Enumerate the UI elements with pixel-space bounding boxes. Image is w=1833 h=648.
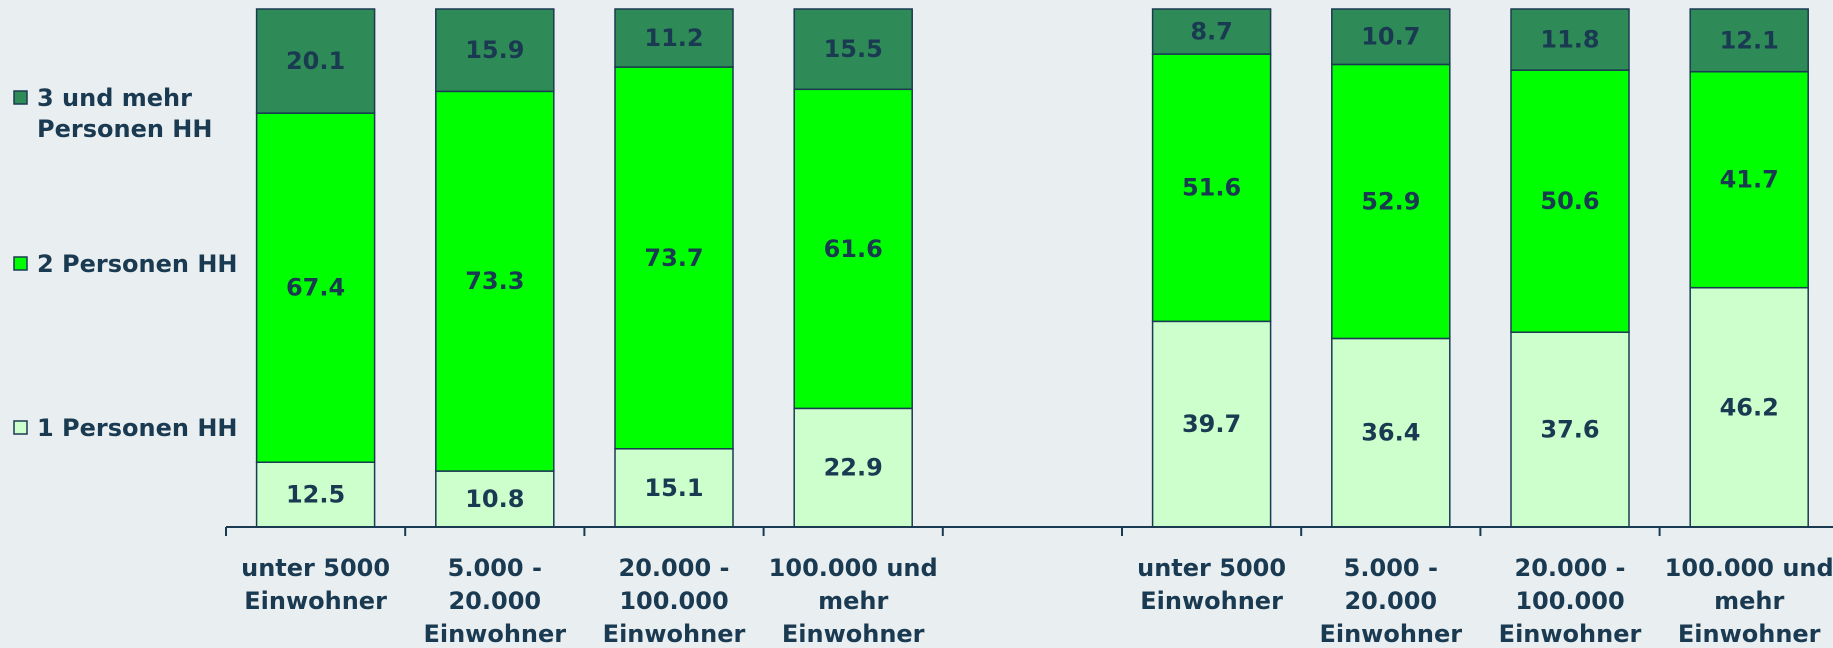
bar-segment xyxy=(793,407,913,528)
x-tick-label: 100.000 und xyxy=(769,554,938,582)
bar-segment xyxy=(435,8,555,93)
legend-swatch xyxy=(13,256,28,271)
data-label: 15.5 xyxy=(824,35,883,63)
data-label: 12.5 xyxy=(286,481,345,509)
x-tick-label: mehr xyxy=(1714,587,1784,615)
bar-segment xyxy=(1151,320,1272,528)
x-axis: unter 5000 Einwohner 5.000 - 20.000 Einwohne… xyxy=(225,526,1833,648)
data-label: 12.1 xyxy=(1720,26,1779,54)
x-tick-label: 5.000 - xyxy=(1344,554,1438,582)
data-label: 10.8 xyxy=(465,485,524,513)
legend-swatch xyxy=(13,420,28,435)
data-label: 15.1 xyxy=(644,474,703,502)
bar-segment xyxy=(1331,337,1451,528)
legend-label: Personen HH xyxy=(37,115,212,143)
data-label: 20.1 xyxy=(286,47,345,75)
legend-label: 3 und mehr xyxy=(37,84,192,112)
bar-segment xyxy=(1510,8,1630,71)
bars-group: 12.5 67.4 20.1 10.8 73.3 15.9 15.1 73.7 11.2 22.9… xyxy=(255,8,1809,528)
bar-segment xyxy=(614,8,734,68)
x-tick-label: Einwohner xyxy=(603,620,746,648)
data-label: 41.7 xyxy=(1720,166,1779,194)
bar-segment xyxy=(1689,8,1809,73)
data-label: 61.6 xyxy=(824,235,883,263)
legend-label: 2 Personen HH xyxy=(37,250,238,278)
x-tick-label: 20.000 xyxy=(448,587,541,615)
bar-segment xyxy=(793,8,913,91)
x-tick-label: Einwohner xyxy=(423,620,566,648)
data-label: 67.4 xyxy=(286,274,345,302)
data-label: 39.7 xyxy=(1182,410,1241,438)
bar-segment xyxy=(435,90,555,472)
bar-segment xyxy=(614,66,734,450)
bar-segment xyxy=(1689,70,1809,289)
x-tick-label: 5.000 - xyxy=(448,554,542,582)
x-tick-label: Einwohner xyxy=(244,587,387,615)
data-label: 36.4 xyxy=(1361,419,1420,447)
data-label: 46.2 xyxy=(1720,393,1779,421)
x-tick-label: Einwohner xyxy=(1499,620,1642,648)
bar-segment xyxy=(1510,69,1630,333)
data-label: 52.9 xyxy=(1361,187,1420,215)
x-tick-label: mehr xyxy=(818,587,888,615)
bar-segment xyxy=(255,8,376,114)
data-label: 11.8 xyxy=(1540,26,1599,54)
data-label: 11.2 xyxy=(644,24,703,52)
x-tick-label: 100.000 xyxy=(1515,587,1624,615)
data-label: 8.7 xyxy=(1190,18,1233,46)
data-label: 37.6 xyxy=(1540,416,1599,444)
bar-segment xyxy=(255,112,376,463)
x-tick-label: Einwohner xyxy=(1140,587,1283,615)
x-tick-label: unter 5000 xyxy=(241,554,390,582)
x-tick-label: 20.000 xyxy=(1344,587,1437,615)
bar-segment xyxy=(1331,8,1451,66)
x-tick-label: 20.000 - xyxy=(619,554,730,582)
bar-segment xyxy=(1331,63,1451,340)
data-label: 73.7 xyxy=(644,244,703,272)
bar-segment xyxy=(1151,8,1272,55)
data-label: 15.9 xyxy=(465,36,524,64)
x-tick-label: 100.000 und xyxy=(1665,554,1833,582)
x-tick-label: unter 5000 xyxy=(1137,554,1286,582)
x-tick-label: 100.000 xyxy=(619,587,728,615)
data-label: 50.6 xyxy=(1540,187,1599,215)
x-tick-label: Einwohner xyxy=(1319,620,1462,648)
bar-segment xyxy=(1510,331,1630,528)
data-label: 22.9 xyxy=(824,454,883,482)
data-label: 10.7 xyxy=(1361,23,1420,51)
bar-segment xyxy=(435,470,555,528)
bar-segment xyxy=(793,88,913,410)
data-label: 51.6 xyxy=(1182,174,1241,202)
legend: 3 und mehr Personen HH 2 Personen HH 1 Pers… xyxy=(13,84,238,442)
data-label: 73.3 xyxy=(465,267,524,295)
x-tick-label: Einwohner xyxy=(782,620,925,648)
x-tick-label: Einwohner xyxy=(1678,620,1821,648)
legend-swatch xyxy=(13,90,28,105)
bar-segment xyxy=(255,461,376,528)
legend-label: 1 Personen HH xyxy=(37,414,238,442)
x-tick-label: 20.000 - xyxy=(1515,554,1626,582)
